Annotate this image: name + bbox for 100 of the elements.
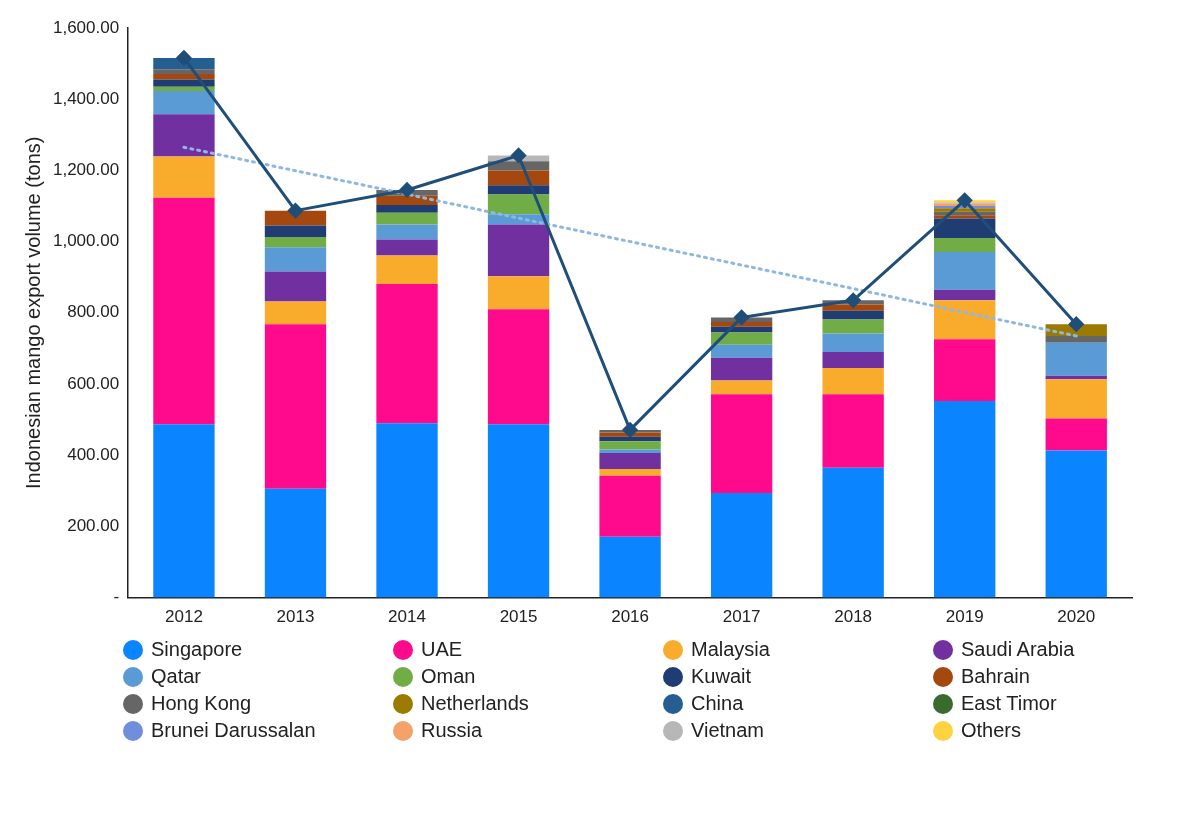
point xyxy=(287,203,303,219)
point xyxy=(734,309,750,325)
bar xyxy=(487,185,550,195)
bar xyxy=(710,344,773,358)
legend-label: Singapore xyxy=(151,638,243,661)
y-tick-label: 1,400.00 xyxy=(52,88,120,108)
bar xyxy=(487,424,550,598)
bar xyxy=(822,394,884,468)
bar xyxy=(934,218,996,239)
bar xyxy=(934,251,996,290)
x-tick-label: 2016 xyxy=(611,607,649,627)
legend-label: UAE xyxy=(421,638,463,661)
bar xyxy=(264,236,327,248)
legend-label: Hong Kong xyxy=(151,692,252,715)
bar xyxy=(376,224,438,240)
legend-label: Oman xyxy=(421,665,476,688)
bar xyxy=(487,194,550,215)
y-tick-label: - xyxy=(113,587,120,607)
legend-label: Malaysia xyxy=(691,638,770,661)
bar xyxy=(934,238,996,252)
bar xyxy=(376,212,438,225)
bar xyxy=(934,300,996,340)
y-tick-label: 1,000.00 xyxy=(52,231,120,251)
bar xyxy=(153,156,215,198)
legend-label: Brunei Darussalan xyxy=(151,719,316,742)
x-tick-label: 2012 xyxy=(165,607,203,627)
bar xyxy=(822,304,884,311)
x-tick-label: 2013 xyxy=(276,607,315,627)
y-tick-label: 600.00 xyxy=(67,373,120,393)
y-tick-label: 1,600.00 xyxy=(52,17,120,37)
bar xyxy=(1045,418,1107,451)
point xyxy=(176,50,192,66)
bar xyxy=(710,492,773,598)
bar xyxy=(1045,335,1107,343)
bar xyxy=(264,324,327,489)
bar xyxy=(822,333,884,352)
bar xyxy=(264,247,327,272)
legend-label: Bahrain xyxy=(961,665,1030,688)
legend-label: Saudi Arabia xyxy=(961,638,1075,661)
bar xyxy=(710,357,773,381)
legend-label: Qatar xyxy=(151,665,202,688)
bar xyxy=(487,276,550,310)
bar xyxy=(599,441,661,450)
legend-label: Netherlands xyxy=(421,692,529,715)
bar xyxy=(153,424,215,598)
bar xyxy=(264,488,327,598)
bar xyxy=(599,475,661,537)
bar xyxy=(934,401,996,598)
legend-label: Kuwait xyxy=(691,665,752,688)
y-tick-label: 400.00 xyxy=(67,444,120,464)
line-series xyxy=(182,145,1078,338)
bar xyxy=(376,204,438,213)
bar xyxy=(822,319,884,334)
bar xyxy=(599,536,661,598)
bar xyxy=(153,91,215,115)
bar xyxy=(264,271,327,302)
x-tick-label: 2015 xyxy=(499,607,538,627)
bar xyxy=(376,423,438,598)
bar xyxy=(153,79,215,87)
bar xyxy=(153,73,215,80)
legend-label: East Timor xyxy=(961,692,1057,715)
y-axis-title: Indonesian mango export volume (tons) xyxy=(21,136,44,490)
x-tick-label: 2014 xyxy=(388,607,426,627)
point xyxy=(957,192,973,208)
bar xyxy=(1045,379,1107,419)
point xyxy=(1068,316,1084,332)
bar xyxy=(1045,342,1107,376)
bar xyxy=(153,197,215,425)
bar xyxy=(153,114,215,157)
bar xyxy=(822,351,884,368)
point xyxy=(511,147,527,163)
bar xyxy=(487,170,550,186)
bar xyxy=(934,289,996,301)
bar xyxy=(1045,450,1107,598)
y-tick-label: 200.00 xyxy=(67,516,120,536)
bar xyxy=(822,367,884,395)
bar xyxy=(376,239,438,256)
point xyxy=(845,292,861,308)
bar xyxy=(822,467,884,598)
legend-label: Others xyxy=(961,719,1022,742)
bar xyxy=(710,380,773,395)
bar xyxy=(487,224,550,277)
x-tick-label: 2020 xyxy=(1057,607,1096,627)
bar xyxy=(822,310,884,320)
legend-label: Russia xyxy=(421,719,483,742)
bar xyxy=(376,255,438,284)
x-tick-label: 2017 xyxy=(722,607,761,627)
bar xyxy=(153,69,215,74)
x-tick-label: 2018 xyxy=(834,607,873,627)
bar xyxy=(376,283,438,424)
legend-label: Vietnam xyxy=(691,719,765,742)
bar xyxy=(934,339,996,402)
bar xyxy=(599,453,661,470)
y-tick-label: 1,200.00 xyxy=(52,160,120,180)
point xyxy=(399,182,415,198)
legend-label: China xyxy=(691,692,744,715)
bar xyxy=(710,394,773,493)
point xyxy=(622,422,638,438)
bar xyxy=(264,301,327,325)
bar xyxy=(710,332,773,345)
